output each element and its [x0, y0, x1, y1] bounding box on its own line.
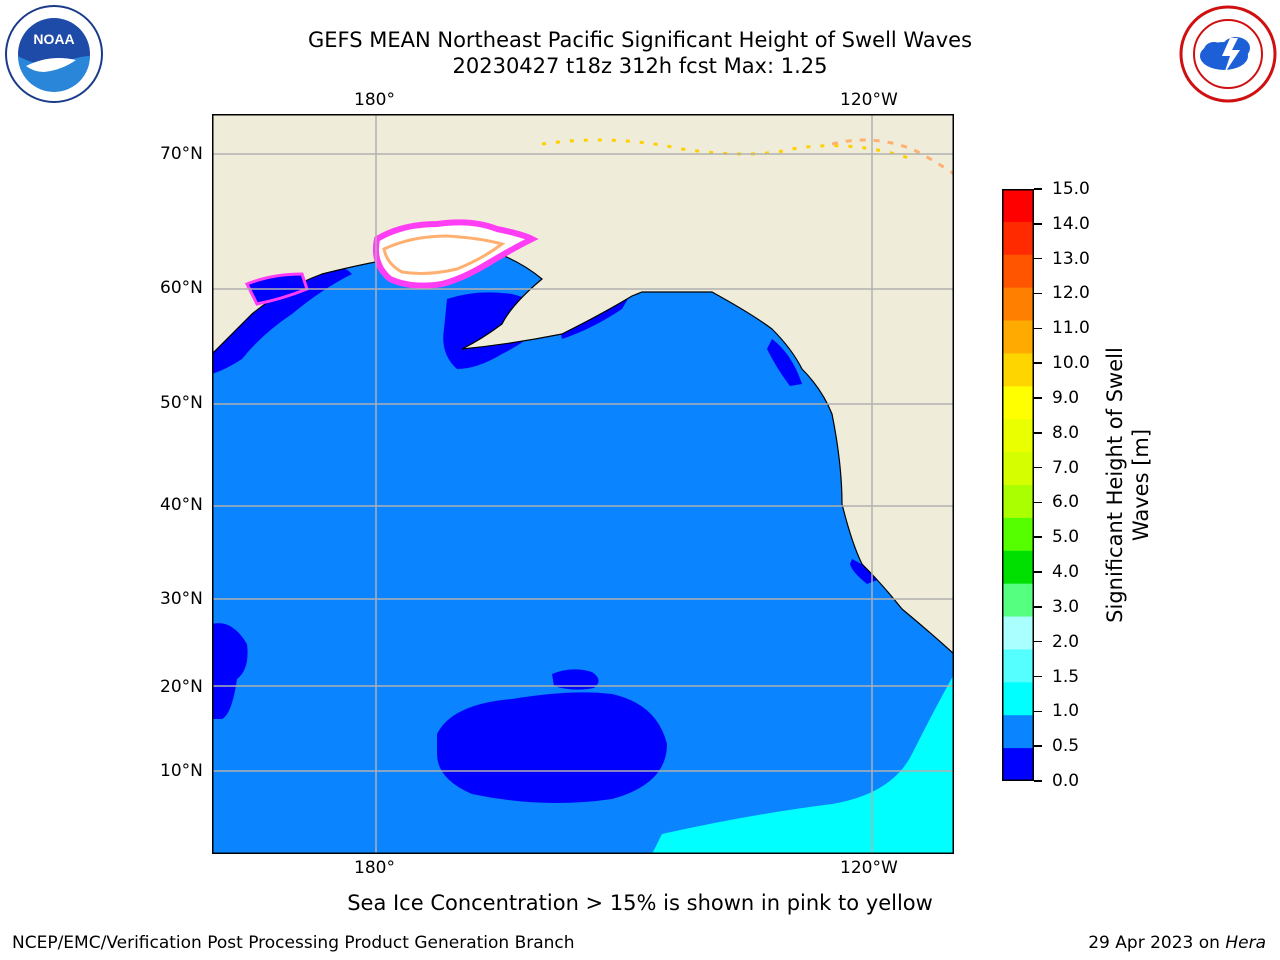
- lon-label-top-180: 180°: [354, 90, 395, 110]
- lat-label-50n: 50°N: [160, 393, 203, 413]
- colorbar-band: [1002, 517, 1034, 552]
- colorbar-band: [1002, 353, 1034, 387]
- map-gridlines: [212, 114, 954, 854]
- colorbar-tick-mark: [1034, 188, 1042, 190]
- colorbar-label-line2: Waves [m]: [1129, 428, 1153, 542]
- colorbar-band: [1002, 419, 1034, 453]
- colorbar-tick-label: 4.0: [1052, 562, 1080, 583]
- colorbar-tick-label: 6.0: [1052, 492, 1080, 513]
- colorbar-band: [1002, 748, 1034, 781]
- lon-label-bottom-180: 180°: [354, 858, 395, 878]
- nws-logo-icon: [1178, 4, 1278, 104]
- colorbar-tick-mark: [1034, 710, 1042, 713]
- colorbar-tick-label: 10.0: [1052, 353, 1090, 374]
- colorbar-tick-label: 14.0: [1052, 213, 1090, 234]
- colorbar-band: [1002, 550, 1034, 585]
- colorbar-tick-label: 7.0: [1052, 457, 1080, 478]
- colorbar-tick-label: 0.0: [1052, 771, 1080, 791]
- higher-swell-region: [652, 674, 954, 854]
- colorbar-tick-mark: [1034, 640, 1042, 643]
- lat-label-10n: 10°N: [160, 761, 203, 781]
- colorbar-band: [1002, 485, 1034, 519]
- colorbar-tick-mark: [1034, 432, 1042, 434]
- lon-label-bottom-120w: 120°W: [840, 858, 898, 878]
- lat-label-40n: 40°N: [160, 495, 203, 515]
- colorbar-band: [1002, 221, 1034, 256]
- colorbar-band: [1002, 616, 1034, 650]
- colorbar-tick-mark: [1034, 501, 1042, 504]
- colorbar-band: [1002, 715, 1034, 749]
- colorbar-band: [1002, 254, 1034, 289]
- noaa-logo-icon: NOAA: [4, 4, 104, 104]
- colorbar-tick-label: 12.0: [1052, 283, 1090, 304]
- colorbar-label-line1: Significant Height of Swell: [1103, 347, 1127, 623]
- colorbar-tick-label: 3.0: [1052, 596, 1080, 617]
- colorbar-band: [1002, 682, 1034, 716]
- colorbar-tick-mark: [1034, 292, 1042, 295]
- colorbar-tick-label: 13.0: [1052, 248, 1090, 269]
- lat-label-30n: 30°N: [160, 589, 203, 609]
- footer-producer: NCEP/EMC/Verification Post Processing Pr…: [12, 933, 575, 953]
- colorbar-tick-label: 15.0: [1052, 179, 1090, 199]
- footer-host: Hera: [1225, 933, 1266, 953]
- chart-title-line1: GEFS MEAN Northeast Pacific Significant …: [307, 28, 973, 52]
- map-plot: [212, 114, 954, 854]
- colorbar-band: [1002, 320, 1034, 354]
- colorbar-tick-mark: [1034, 571, 1042, 573]
- sea-ice-note: Sea Ice Concentration > 15% is shown in …: [347, 891, 933, 915]
- colorbar-tick-label: 2.0: [1052, 631, 1080, 652]
- low-swell-region-west: [212, 623, 248, 719]
- colorbar-tick-mark: [1034, 675, 1042, 678]
- footer-date: 29 Apr 2023 on Hera: [1088, 933, 1266, 953]
- colorbar-band: [1002, 452, 1034, 486]
- map-frame: [212, 114, 954, 854]
- lat-label-20n: 20°N: [160, 677, 203, 697]
- colorbar: [1002, 189, 1034, 781]
- colorbar-tick-mark: [1034, 223, 1042, 225]
- colorbar-tick-mark: [1034, 257, 1042, 260]
- colorbar-band: [1002, 583, 1034, 618]
- colorbar-tick-label: 1.5: [1052, 666, 1080, 687]
- lon-label-top-120w: 120°W: [840, 90, 898, 110]
- colorbar-tick-mark: [1034, 397, 1042, 399]
- colorbar-tick-mark: [1034, 362, 1042, 364]
- colorbar-tick-label: 5.0: [1052, 527, 1080, 548]
- colorbar-tick-mark: [1034, 536, 1042, 538]
- colorbar-tick-label: 1.0: [1052, 701, 1080, 722]
- colorbar-tick-mark: [1034, 745, 1042, 747]
- colorbar-tick-label: 11.0: [1052, 318, 1090, 339]
- colorbar-tick-mark: [1034, 327, 1042, 330]
- colorbar-band: [1002, 189, 1034, 223]
- lat-label-70n: 70°N: [160, 144, 203, 164]
- colorbar-tick-label: 9.0: [1052, 387, 1080, 408]
- colorbar-band: [1002, 386, 1034, 420]
- low-swell-region-tropics: [437, 692, 667, 803]
- colorbar-tick-mark: [1034, 780, 1042, 782]
- noaa-logo-text: NOAA: [33, 31, 74, 47]
- colorbar-tick-label: 0.5: [1052, 736, 1080, 757]
- colorbar-tick-mark: [1034, 466, 1042, 469]
- colorbar-band: [1002, 287, 1034, 322]
- colorbar-tick-label: 8.0: [1052, 422, 1080, 443]
- colorbar-tick-mark: [1034, 606, 1042, 608]
- lat-label-60n: 60°N: [160, 278, 203, 298]
- footer-date-text: 29 Apr 2023 on: [1088, 933, 1226, 953]
- colorbar-band: [1002, 649, 1034, 683]
- chart-title-line2: 20230427 t18z 312h fcst Max: 1.25: [452, 54, 828, 78]
